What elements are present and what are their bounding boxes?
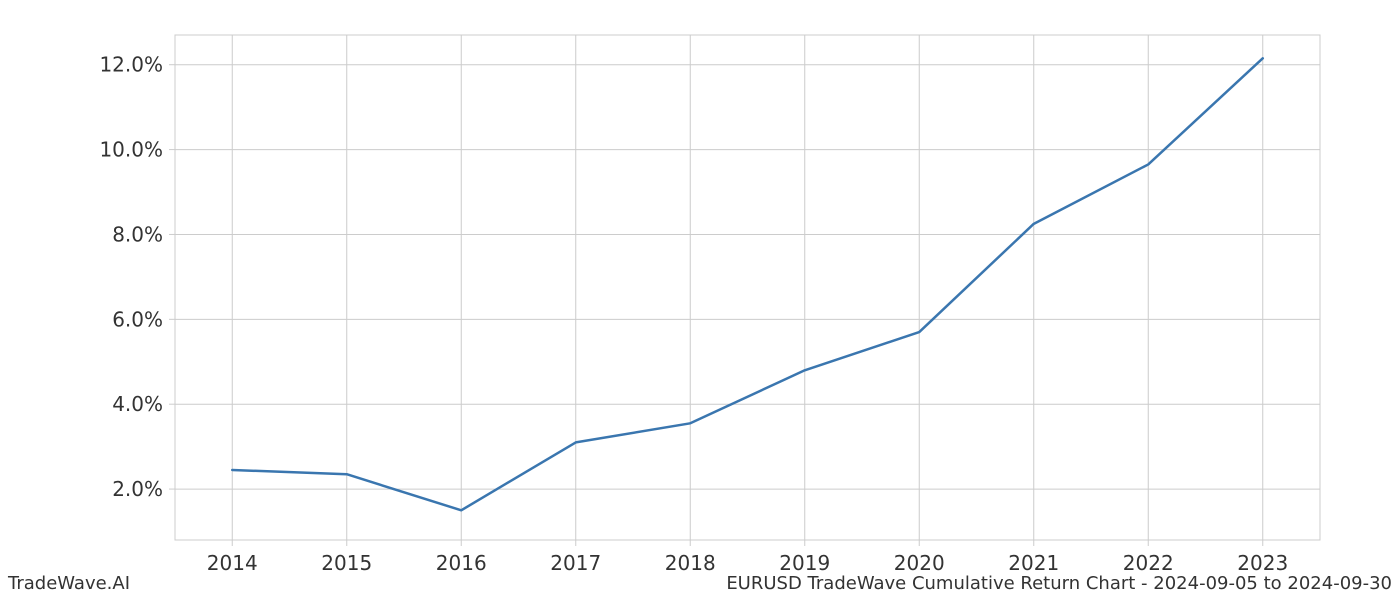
x-tick-label: 2016 (436, 551, 487, 575)
y-tick-label: 4.0% (112, 392, 163, 416)
y-tick-label: 12.0% (99, 53, 163, 77)
y-tick-label: 10.0% (99, 138, 163, 162)
footer-left-text: TradeWave.AI (8, 573, 130, 594)
x-tick-label: 2019 (779, 551, 830, 575)
x-tick-label: 2020 (894, 551, 945, 575)
y-tick-label: 2.0% (112, 477, 163, 501)
y-tick-label: 6.0% (112, 307, 163, 331)
footer-right-text: EURUSD TradeWave Cumulative Return Chart… (726, 573, 1392, 594)
y-tick-label: 8.0% (112, 222, 163, 246)
x-tick-label: 2017 (550, 551, 601, 575)
x-tick-label: 2022 (1123, 551, 1174, 575)
line-chart: 2014 2015 2016 2017 2018 2019 2020 2021 2022 2023… (0, 0, 1400, 600)
x-tick-label: 2015 (321, 551, 372, 575)
x-tick-label: 2018 (665, 551, 716, 575)
x-tick-label: 2021 (1008, 551, 1059, 575)
x-tick-label: 2014 (207, 551, 258, 575)
x-tick-label: 2023 (1237, 551, 1288, 575)
chart-container: 2014 2015 2016 2017 2018 2019 2020 2021 2022 2023… (0, 0, 1400, 600)
